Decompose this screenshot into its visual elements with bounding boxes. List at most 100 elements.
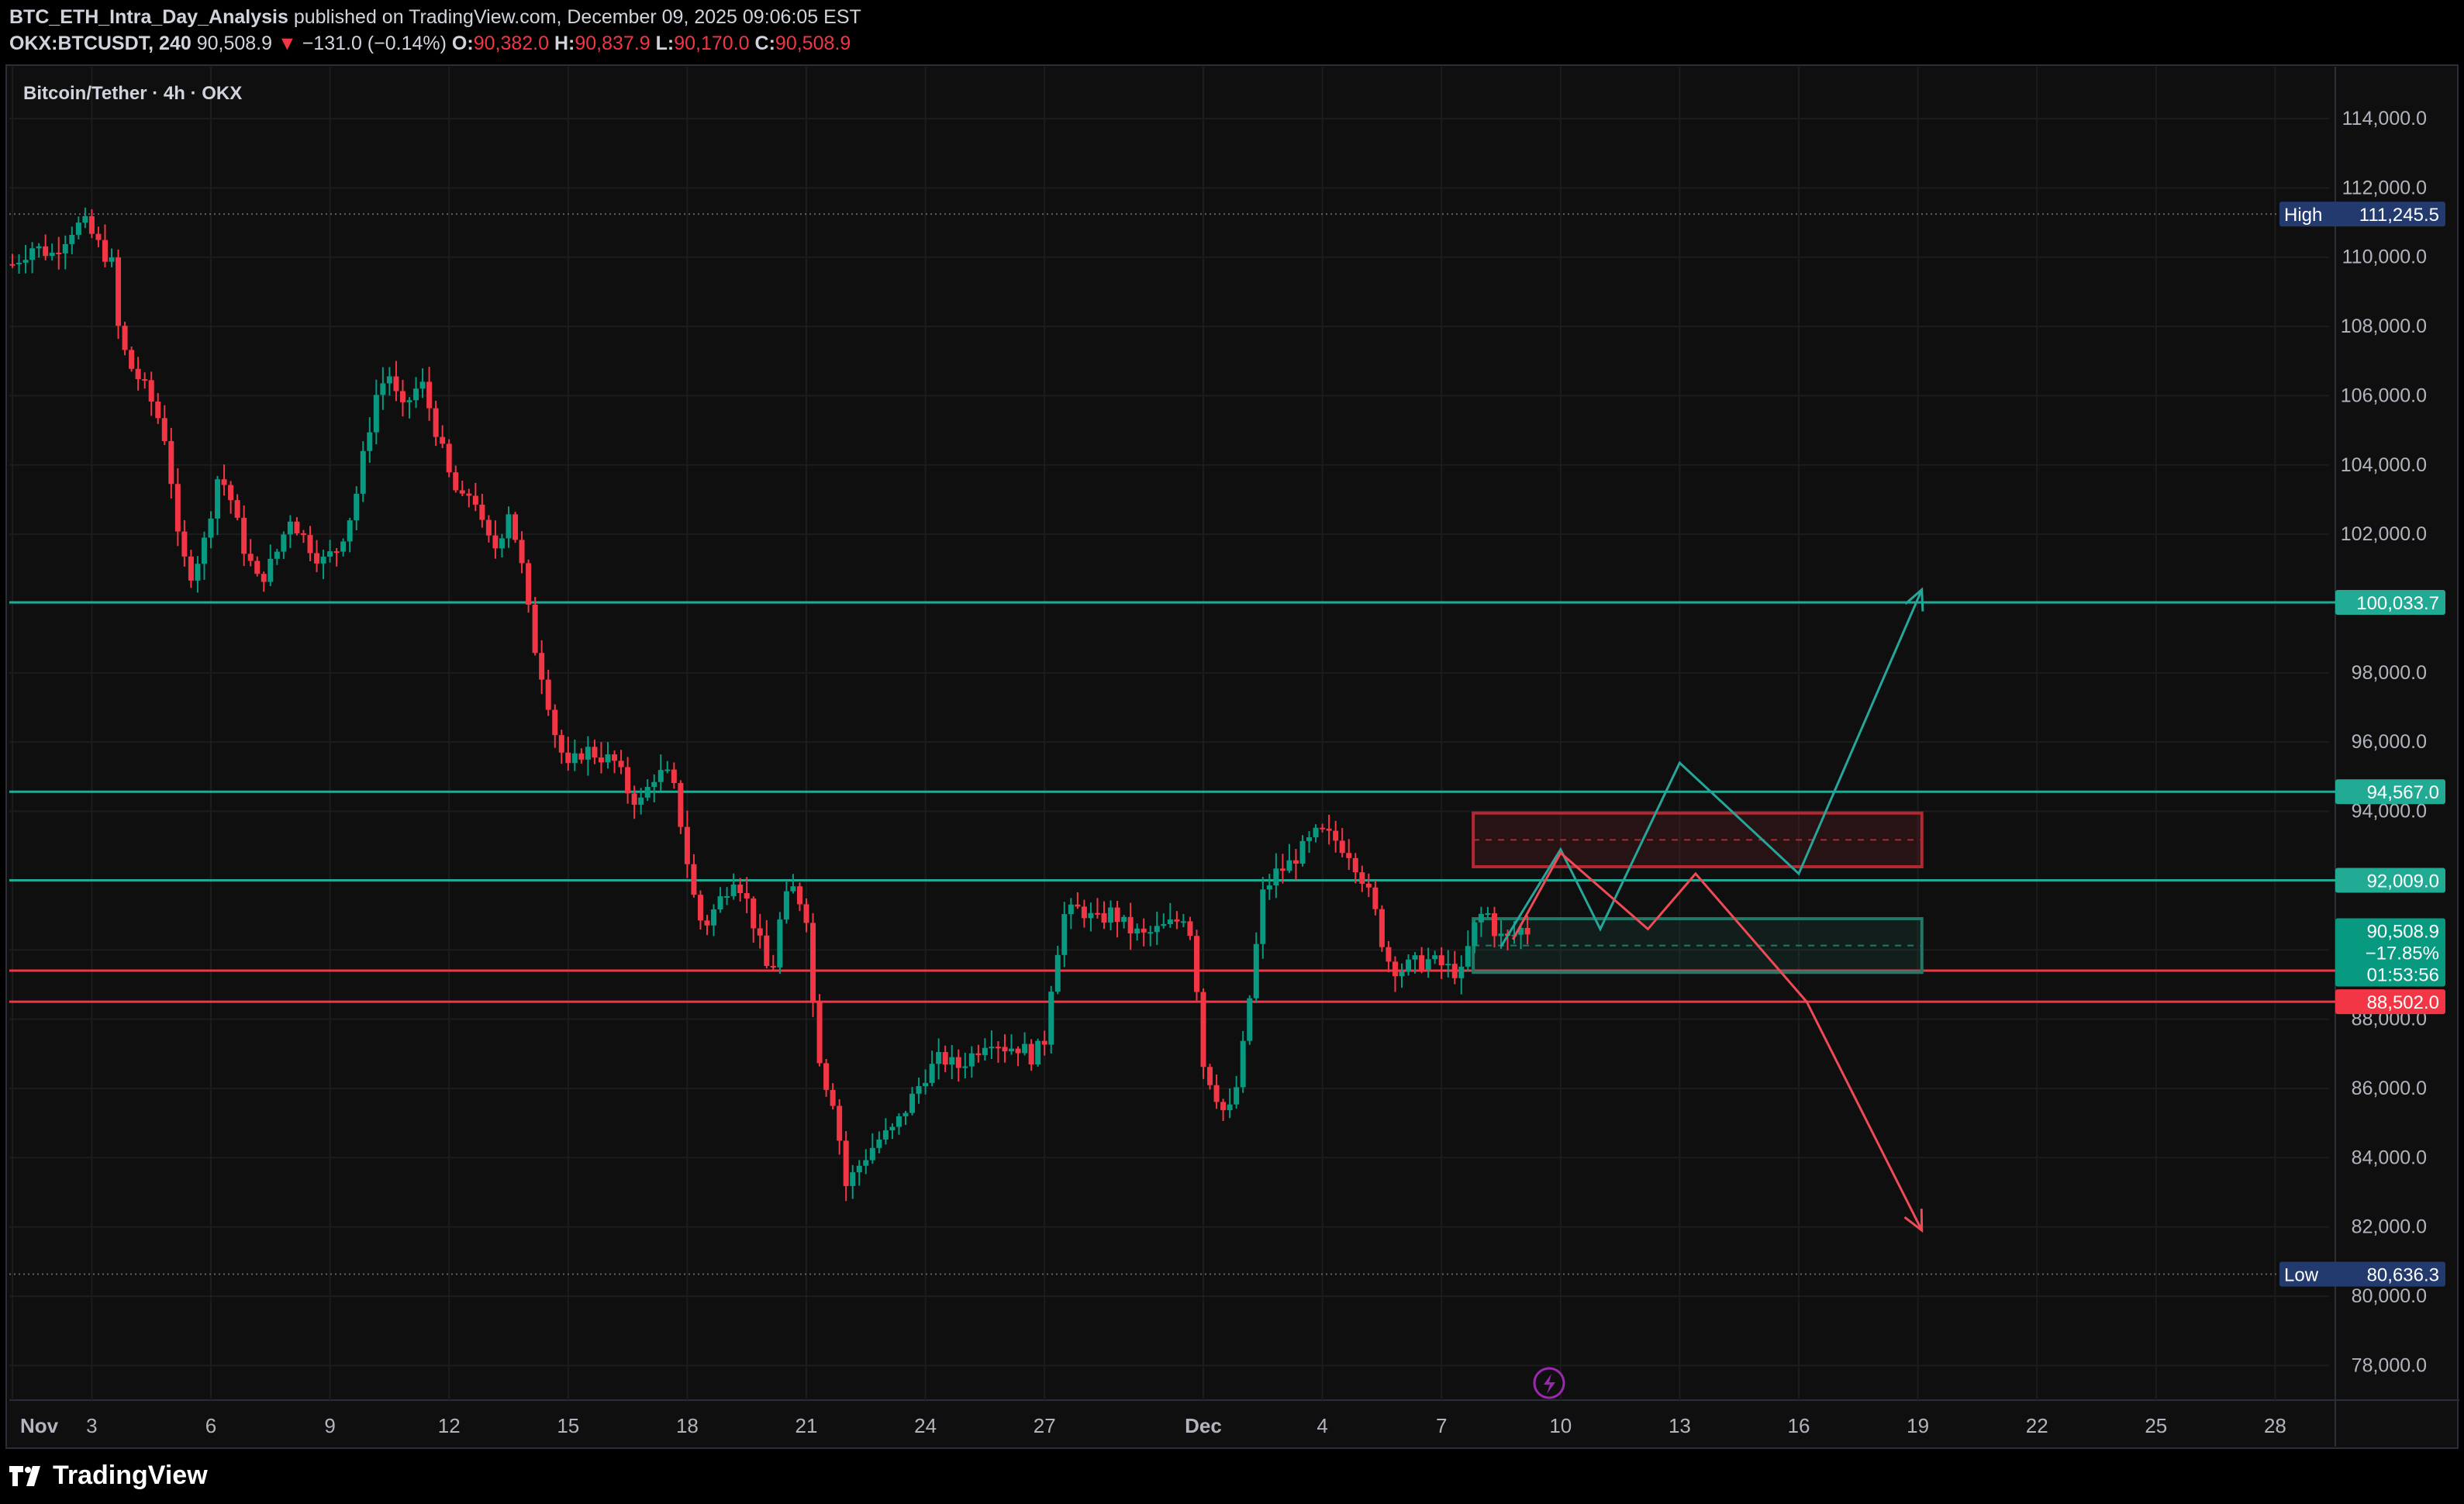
candle-body xyxy=(16,262,22,264)
x-tick-label: 21 xyxy=(795,1414,818,1437)
candle-body xyxy=(982,1047,988,1055)
candle-body xyxy=(949,1057,955,1065)
candle-body xyxy=(116,257,122,326)
chart-title: Bitcoin/Tether · 4h · OKX xyxy=(23,83,242,104)
candle-body xyxy=(1320,827,1326,830)
candle-body xyxy=(267,558,274,582)
x-tick-label: 22 xyxy=(2026,1414,2048,1437)
candle-body xyxy=(1292,860,1299,864)
y-tick-label: 106,000.0 xyxy=(2341,385,2427,406)
candle-body xyxy=(36,246,42,249)
author-name[interactable]: BTC_ETH_Intra_Day_Analysis xyxy=(9,6,288,28)
candle-body xyxy=(790,886,796,892)
candle-body xyxy=(691,864,697,895)
publish-info: published on TradingView.com, December 0… xyxy=(293,6,861,28)
candle-body xyxy=(737,884,744,894)
x-tick-label: 15 xyxy=(557,1414,579,1437)
candle-body xyxy=(446,443,452,473)
candle-body xyxy=(161,418,167,441)
candle-body xyxy=(466,493,472,496)
candle-body xyxy=(43,246,49,257)
candle-body xyxy=(1227,1104,1233,1110)
candle-body xyxy=(1114,907,1120,923)
candle-body xyxy=(512,514,519,540)
y-tick-label: 80,000.0 xyxy=(2352,1285,2427,1307)
candle-body xyxy=(704,920,710,926)
candle-body xyxy=(1286,860,1292,871)
candle-body xyxy=(539,653,545,680)
candle-body xyxy=(989,1047,995,1049)
candle-body xyxy=(1306,837,1313,841)
candle-body xyxy=(816,1001,823,1064)
candle-body xyxy=(440,436,446,444)
candle-body xyxy=(274,551,280,559)
chart-header: BTC_ETH_Intra_Day_Analysis published on … xyxy=(0,0,2464,65)
candle-body xyxy=(1141,928,1147,933)
candle-body xyxy=(545,679,551,710)
chart-frame xyxy=(5,64,2459,1449)
candle-body xyxy=(1372,887,1379,909)
lightning-icon[interactable] xyxy=(1533,1367,1565,1399)
candle-body xyxy=(1101,912,1107,923)
candle-body xyxy=(75,222,81,235)
candle-body xyxy=(1419,955,1425,970)
candle-body xyxy=(1054,954,1061,992)
y-tick-label: 108,000.0 xyxy=(2341,316,2427,337)
x-tick-label: 25 xyxy=(2145,1414,2167,1437)
level-price-label: 94,567.0 xyxy=(2367,782,2439,803)
candle-body xyxy=(664,769,671,771)
candle-body xyxy=(102,240,108,262)
y-tick-label: 82,000.0 xyxy=(2352,1216,2427,1238)
candle-body xyxy=(936,1052,942,1064)
candle-body xyxy=(902,1112,909,1116)
current-price-badge xyxy=(2335,918,2445,987)
candle-body xyxy=(757,928,763,936)
x-tick-label: 12 xyxy=(438,1414,461,1437)
candle-body xyxy=(433,408,439,437)
low-badge-value: 80,636.3 xyxy=(2367,1265,2439,1286)
candle-body xyxy=(1518,927,1524,935)
publish-line: BTC_ETH_Intra_Day_Analysis published on … xyxy=(9,6,861,29)
level-price-label: 92,009.0 xyxy=(2367,871,2439,892)
candle-body xyxy=(1399,971,1405,977)
candle-body xyxy=(962,1066,968,1068)
candle-body xyxy=(631,793,637,805)
candle-body xyxy=(678,783,684,827)
candle-body xyxy=(843,1140,849,1186)
candle-body xyxy=(929,1064,935,1083)
candle-body xyxy=(532,604,538,654)
candle-body xyxy=(1386,947,1392,962)
candle-body xyxy=(1472,922,1478,947)
y-tick-label: 110,000.0 xyxy=(2342,247,2427,268)
candle-body xyxy=(565,752,571,764)
x-tick-label: 16 xyxy=(1788,1414,1810,1437)
candle-body xyxy=(863,1160,869,1166)
tradingview-logo[interactable]: TradingView xyxy=(9,1461,208,1491)
bullish-projection-path xyxy=(1499,589,1924,947)
candle-body xyxy=(347,520,353,542)
candle-body xyxy=(82,216,88,223)
candle-body xyxy=(29,248,36,260)
y-tick-label: 84,000.0 xyxy=(2352,1147,2427,1168)
candle-body xyxy=(1266,885,1272,890)
symbol-label[interactable]: OKX:BTCUSDT, 240 xyxy=(9,33,192,54)
candle-body xyxy=(142,379,148,381)
candle-body xyxy=(1425,959,1431,970)
candle-body xyxy=(459,490,465,494)
candle-body xyxy=(1240,1040,1246,1088)
candle-body xyxy=(1359,872,1365,884)
candle-body xyxy=(188,556,194,581)
candle-body xyxy=(208,518,214,538)
y-tick-label: 78,000.0 xyxy=(2352,1354,2427,1376)
candle-body xyxy=(406,400,412,402)
candle-body xyxy=(571,753,578,764)
x-tick-label: 19 xyxy=(1907,1414,1929,1437)
candle-body xyxy=(869,1147,875,1161)
candle-body xyxy=(492,535,499,549)
candle-body xyxy=(1121,916,1127,923)
candle-body xyxy=(9,264,16,266)
candle-body xyxy=(876,1139,882,1148)
candle-body xyxy=(968,1053,975,1067)
candle-body xyxy=(1022,1043,1028,1054)
